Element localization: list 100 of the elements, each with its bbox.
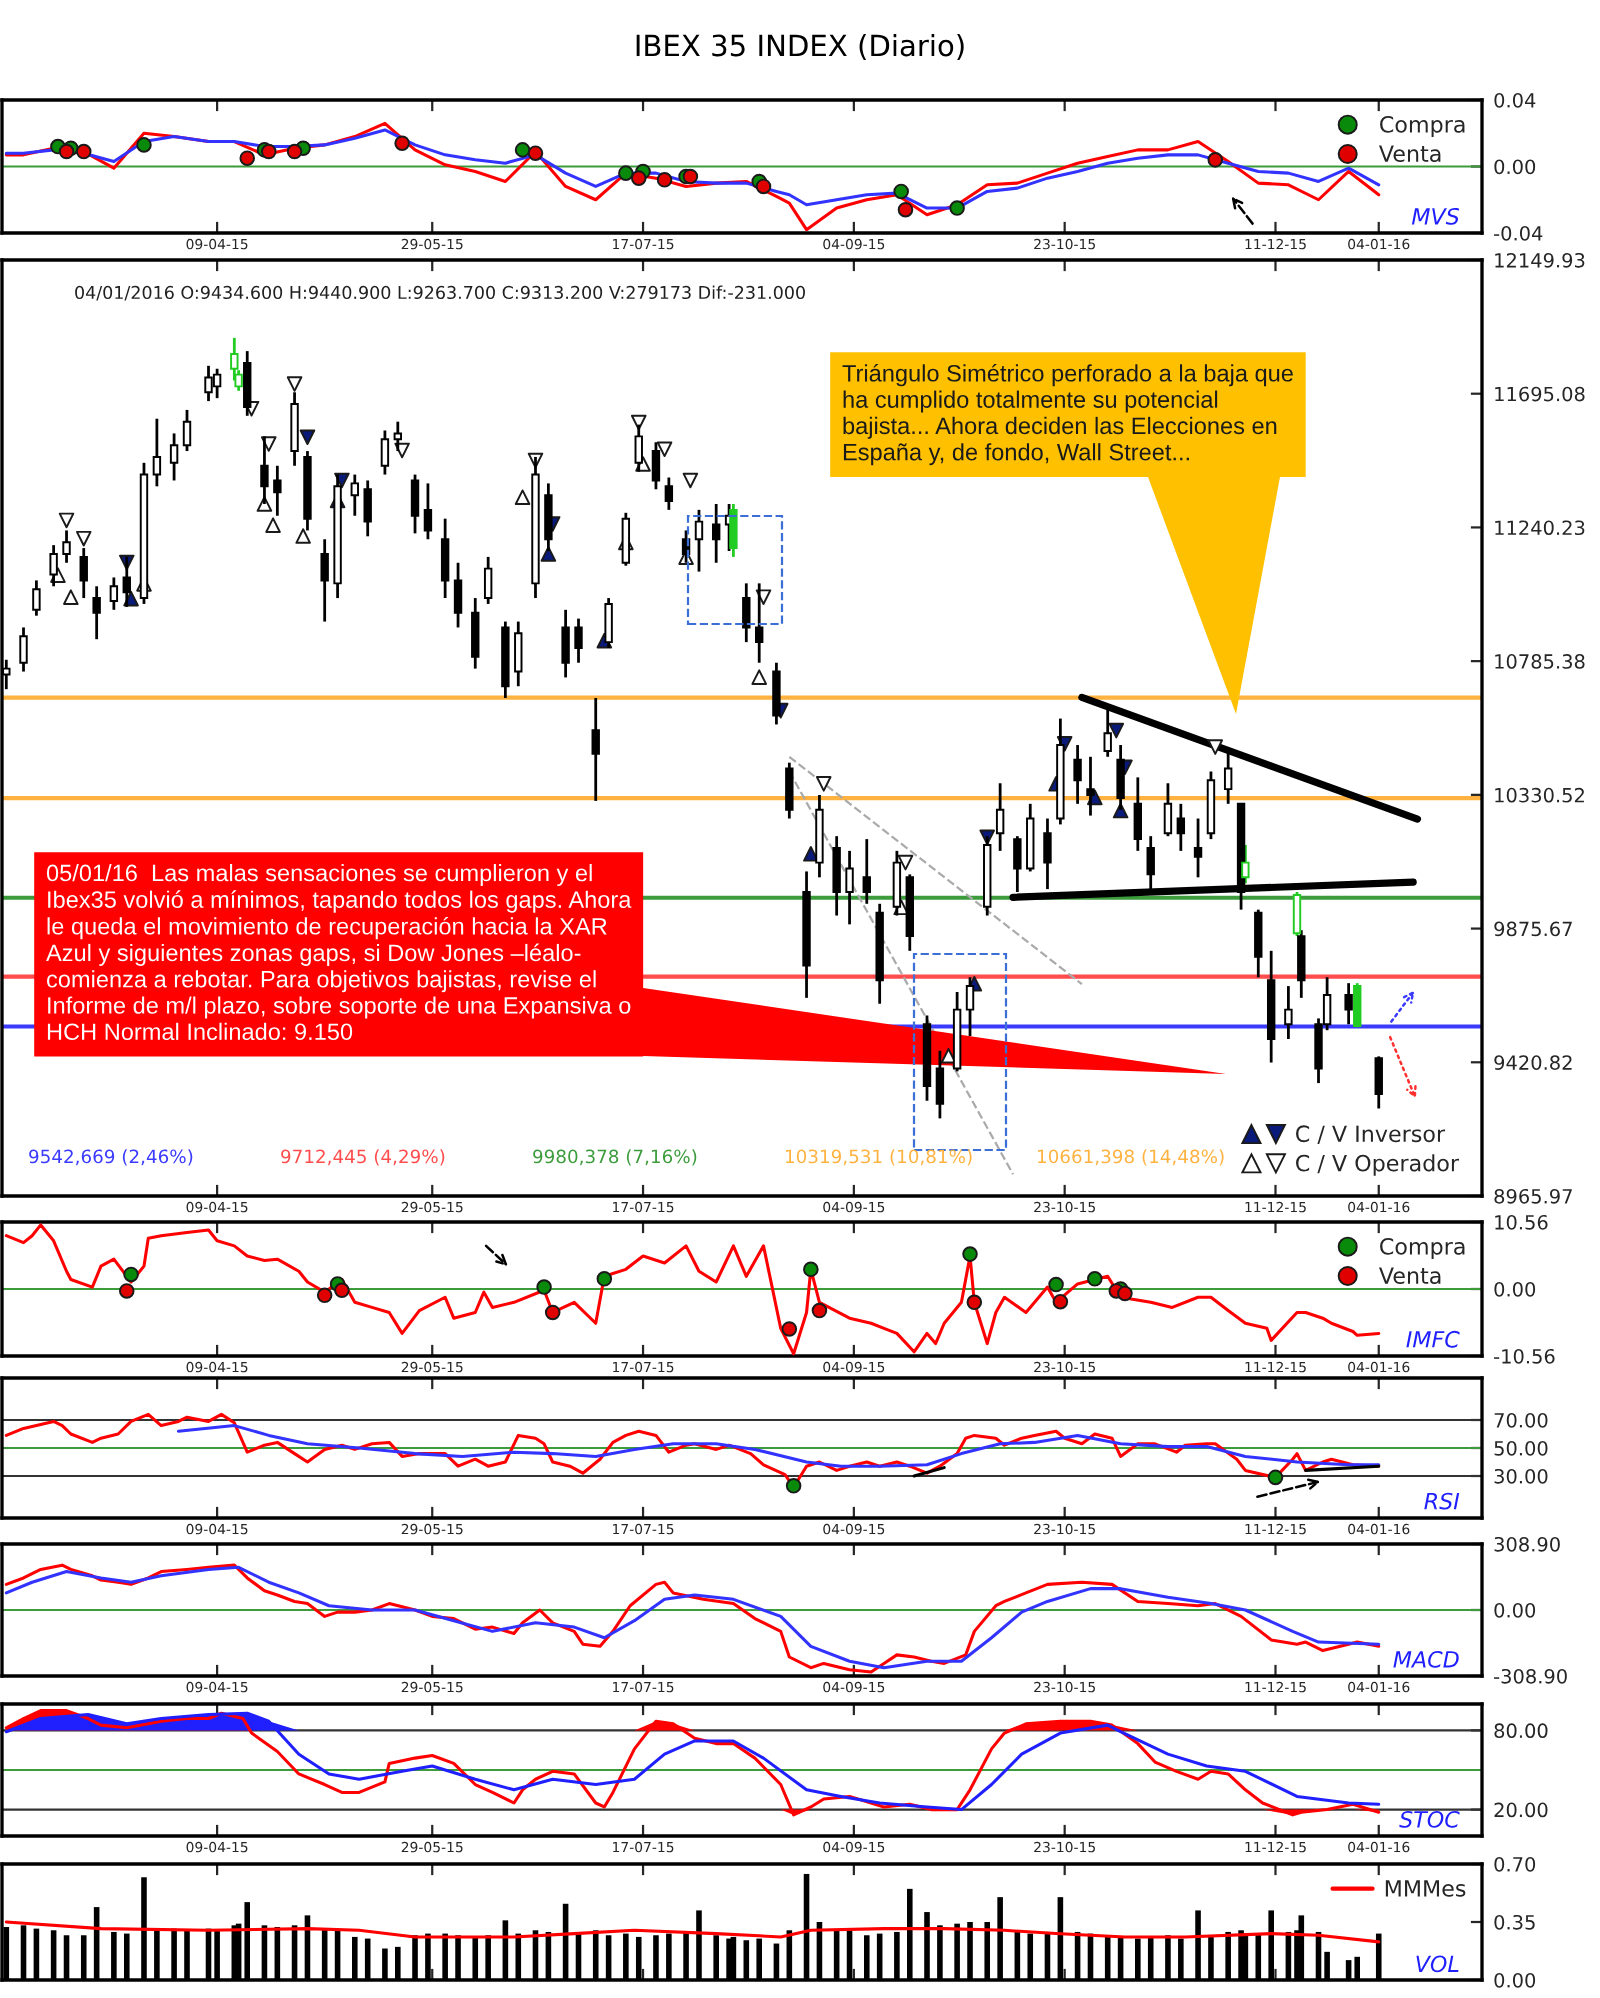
candlestick (169, 432, 179, 482)
y-tick-label: 0.00 (1494, 1602, 1536, 1618)
candlestick (1254, 908, 1263, 979)
annotation: 05/01/16 Las malas sensaciones se cumplieron y el Ibex35 volvió a mínimos, tapando todos los gaps. Ahora le queda el movimiento de recuperación hacia la XAR Azul y siguientes zonas gaps, si Dow Jones –léalo- comienza a rebotar. Para objetivos bajistas, revise el Informe de m/l plazo, sobre soporte de una Expansiva o HCH Normal Inclinado: 9.150 (46, 864, 632, 1041)
y-tick-label: 10785.38 (1495, 654, 1585, 669)
point (656, 441, 673, 458)
point (75, 143, 92, 160)
annotation: 9542,669 (2,46%) (29, 1149, 193, 1166)
candlestick (1344, 981, 1353, 1026)
y-tick-label: 30.00 (1494, 1468, 1548, 1484)
candlestick (1353, 981, 1362, 1029)
candlestick (651, 440, 661, 491)
chart-title: IBEX 35 INDEX (Diario) (636, 33, 964, 60)
y-axis-title: STOC (1399, 1810, 1460, 1828)
candlestick (1133, 775, 1143, 853)
y-tick-label: 10330.52 (1495, 787, 1584, 803)
candlestick (995, 781, 1005, 853)
candlestick (32, 579, 41, 618)
candlestick (122, 555, 131, 609)
y-tick-label: 0.04 (1494, 92, 1536, 108)
candlestick (471, 596, 480, 670)
candlestick (1374, 1054, 1383, 1110)
candlestick (772, 661, 781, 726)
y-axis-title: VOL (1416, 1955, 1459, 1973)
candlestick (212, 367, 222, 400)
point (1048, 1276, 1064, 1293)
y-tick-label: 50.00 (1494, 1440, 1548, 1456)
candlestick (604, 596, 613, 650)
point (544, 1304, 561, 1321)
candlestick (152, 417, 162, 488)
point (893, 183, 909, 200)
point (966, 1294, 983, 1311)
candlestick (591, 696, 600, 803)
point (58, 512, 75, 529)
point (656, 172, 673, 188)
y-tick-label: 12149.93 (1495, 252, 1585, 268)
annotation: 10661,398 (14,48%) (1038, 1149, 1224, 1166)
candlestick (320, 537, 329, 623)
y-tick-label: 0.00 (1494, 159, 1536, 175)
candlestick (634, 423, 643, 474)
candlestick (1163, 781, 1173, 838)
point (286, 143, 303, 160)
point (815, 776, 832, 792)
candlestick (742, 581, 751, 644)
candlestick (1223, 749, 1233, 806)
candlestick (182, 408, 192, 453)
legend-label: Venta (1379, 145, 1441, 163)
candlestick (574, 617, 583, 665)
point (295, 528, 311, 544)
candlestick (393, 420, 403, 453)
point (1117, 1285, 1133, 1302)
point (63, 589, 79, 605)
point (136, 137, 152, 153)
legend-label: Compra (1380, 115, 1465, 138)
y-tick-label: 11695.08 (1495, 386, 1585, 402)
legend-label: C / V Operador (1296, 1154, 1460, 1176)
point (75, 530, 92, 547)
point (536, 1279, 552, 1295)
candlestick (1297, 928, 1306, 1000)
line-series (4, 1223, 1381, 1356)
y-tick-label: 0.00 (1494, 1972, 1536, 1988)
candlestick (561, 608, 570, 679)
candlestick (410, 473, 420, 535)
y-tick-label: 308.90 (1494, 1536, 1560, 1552)
y-tick-label: 70.00 (1494, 1412, 1548, 1428)
candlestick (785, 761, 794, 820)
candlestick (109, 576, 119, 612)
candlestick (260, 434, 269, 506)
y-tick-label: 9875.67 (1494, 921, 1572, 937)
line-series (4, 121, 1381, 232)
candlestick (862, 837, 871, 906)
y-axis-title: RSI (1424, 1492, 1460, 1510)
candlestick (1103, 708, 1112, 759)
candlestick (1193, 817, 1203, 879)
point (755, 178, 772, 195)
candlestick (729, 502, 738, 559)
point (286, 376, 303, 392)
point (514, 142, 531, 158)
y-tick-label: 20.00 (1494, 1802, 1548, 1818)
y-axis-title: MACD (1393, 1650, 1459, 1668)
point (1087, 1271, 1103, 1287)
y-tick-label: -308.90 (1494, 1668, 1567, 1684)
point (394, 135, 410, 151)
annotation: Triángulo Simétrico perforado a la baja que ha cumplido totalmente su potencial bajista... Ahora deciden las Elecciones en España y, de fondo, Wall Street... (842, 364, 1293, 466)
point (540, 546, 557, 562)
point (682, 472, 699, 489)
candlestick (832, 834, 841, 917)
candlestick (1241, 843, 1250, 885)
annotation: 10319,531 (10,81%) (786, 1149, 972, 1166)
legend-label: MMMes (1385, 1880, 1466, 1897)
annotation: 04/01/2016 O:9434.600 H:9440.900 L:9263.700 C:9313.200 V:279173 Dif:-231.000 (75, 285, 805, 301)
line-series (4, 1920, 1381, 1944)
y-tick-label: -0.04 (1494, 225, 1543, 241)
y-tick-label: 80.00 (1494, 1723, 1548, 1739)
point (682, 168, 699, 185)
candlestick (514, 620, 523, 688)
point (1052, 1293, 1069, 1310)
point (949, 200, 965, 216)
point (618, 165, 634, 181)
point (334, 1282, 350, 1299)
